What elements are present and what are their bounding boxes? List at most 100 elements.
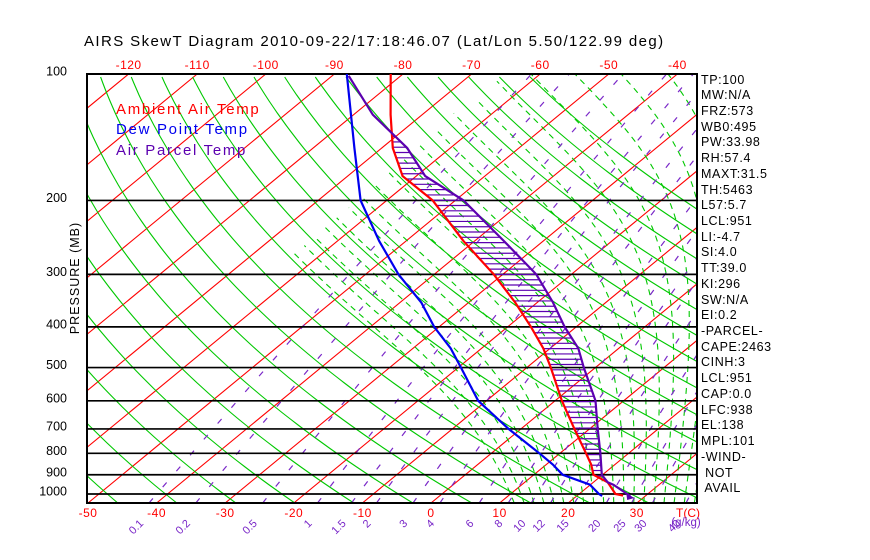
dry-adiabat-line <box>376 76 697 337</box>
dry-adiabat-line <box>284 76 697 416</box>
mixing-ratio-line <box>262 74 624 503</box>
mixing-ratio-lines <box>148 74 697 503</box>
temp-top-tick-label: -60 <box>531 58 550 72</box>
moist-adiabat-line <box>348 207 565 503</box>
isotherm-lines <box>87 74 697 503</box>
isotherm-line <box>87 74 472 392</box>
mixing-ratio-tick-label: 0.2 <box>174 518 193 537</box>
mixing-ratio-line <box>530 256 697 503</box>
moist-adiabat-line <box>436 129 625 503</box>
temp-bottom-tick-label: 20 <box>561 506 575 520</box>
temp-bottom-tick-label: 0 <box>427 506 434 520</box>
temp-top-tick-label: -40 <box>668 58 687 72</box>
isotherm-line <box>293 170 697 503</box>
stat-line: LCL:951 <box>701 213 753 228</box>
temp-bottom-tick-label: -10 <box>353 506 372 520</box>
mixing-ratio-tick-label: 1 <box>302 518 315 531</box>
stat-line: MPL:101 <box>701 434 756 449</box>
moist-adiabat-line <box>574 74 690 503</box>
grid-lines <box>0 74 697 503</box>
dry-adiabat-line <box>87 422 178 503</box>
stat-line: EI:0.2 <box>701 308 738 323</box>
temp-top-tick-label: -80 <box>394 58 413 72</box>
temp-bottom-tick-label: -40 <box>147 506 166 520</box>
mixing-ratio-tick-label: 15 <box>555 518 572 535</box>
dry-adiabat-line <box>499 76 697 235</box>
dry-adiabat-line <box>87 313 296 503</box>
mixing-ratio-tick-label: 6 <box>464 518 477 531</box>
isotherm-line <box>224 113 697 503</box>
temp-top-tick-label: -100 <box>253 58 279 72</box>
mixing-ratio-line <box>573 310 697 503</box>
mixing-ratio-line <box>549 279 697 503</box>
mixing-ratio-tick-label: 30 <box>632 518 649 535</box>
moist-adiabat-line <box>336 217 555 503</box>
pressure-tick-label: 400 <box>46 317 67 331</box>
mixing-ratio-tick-label: 3 <box>397 518 410 531</box>
pressure-tick-label: 700 <box>46 419 67 433</box>
stat-line: LFC:938 <box>701 402 754 417</box>
stat-line: -WIND- <box>701 449 747 464</box>
chart-title: AIRS SkewT Diagram 2010-09-22/17:18:46.0… <box>84 33 665 50</box>
moist-adiabat-line <box>388 172 595 503</box>
stat-line: SW:N/A <box>701 292 749 307</box>
stat-line: EL:138 <box>701 418 745 433</box>
temp-top-tick-label: -50 <box>599 58 618 72</box>
dry-adiabat-line <box>0 77 59 503</box>
pressure-tick-label: 1000 <box>39 485 67 499</box>
temp-top-tick-label: -120 <box>116 58 142 72</box>
stat-line: -PARCEL- <box>701 324 764 339</box>
mixing-ratio-tick-label: 0.5 <box>241 518 260 537</box>
dry-adiabat-line <box>87 368 237 503</box>
moist-adiabat-line <box>496 80 660 503</box>
legend-item: Ambient Air Temp <box>116 101 261 118</box>
dry-adiabat-line <box>529 76 697 210</box>
pressure-tick-label: 800 <box>46 444 67 458</box>
pressure-lines <box>87 73 697 495</box>
temp-top-tick-label: -90 <box>325 58 344 72</box>
sounding-curves <box>345 74 635 500</box>
moist-adiabat-line <box>374 184 585 503</box>
dry-adiabat-line <box>100 76 532 503</box>
mixing-ratio-line <box>439 155 697 503</box>
stat-line: AVAIL <box>701 481 741 496</box>
mixing-ratio-line <box>478 197 697 503</box>
mixing-ratio-line <box>376 92 697 503</box>
mixing-ratio-tick-label: 1.5 <box>329 518 348 537</box>
moist-adiabat-line <box>314 236 535 503</box>
mixing-ratio-line <box>351 74 695 503</box>
stat-line: LCL:951 <box>701 371 753 386</box>
mixing-ratio-tick-label: 20 <box>586 518 603 535</box>
legend-item: Dew Point Temp <box>116 121 249 139</box>
dry-adiabat-line <box>253 76 697 443</box>
isotherm-line <box>567 396 697 503</box>
dry-adiabat-line <box>130 76 591 503</box>
pressure-tick-label: 200 <box>46 191 67 205</box>
isotherm-line <box>499 339 697 503</box>
stat-line: FRZ:573 <box>701 103 754 118</box>
curve-ambient-air-temp <box>389 74 624 497</box>
stat-line: NOT <box>701 465 734 480</box>
parcel-start-arrow <box>626 492 635 500</box>
dry-adiabat-line <box>87 475 119 503</box>
temp-axis-unit: T(C) <box>676 506 700 520</box>
dry-adiabat-lines <box>0 76 697 503</box>
stat-line: LI:-4.7 <box>701 229 741 244</box>
stat-line: MAXT:31.5 <box>701 166 768 181</box>
mixing-ratio-tick-label: 0.1 <box>127 518 146 537</box>
temp-bottom-tick-label: -50 <box>79 506 98 520</box>
isotherm-line <box>430 283 697 503</box>
temp-top-tick-label: -70 <box>462 58 481 72</box>
isotherm-line <box>87 74 198 166</box>
axis-labels: 1002003004005006007008009001000PRESSURE … <box>39 58 701 537</box>
mixing-ratio-line <box>507 229 697 503</box>
temp-bottom-tick-label: -20 <box>284 506 303 520</box>
stat-line: KI:296 <box>701 276 741 291</box>
isotherm-line <box>87 74 129 109</box>
stat-line: CAPE:2463 <box>701 339 772 354</box>
pressure-tick-label: 100 <box>46 65 67 79</box>
moist-adiabat-line <box>291 250 515 503</box>
pressure-tick-label: 900 <box>46 465 67 479</box>
